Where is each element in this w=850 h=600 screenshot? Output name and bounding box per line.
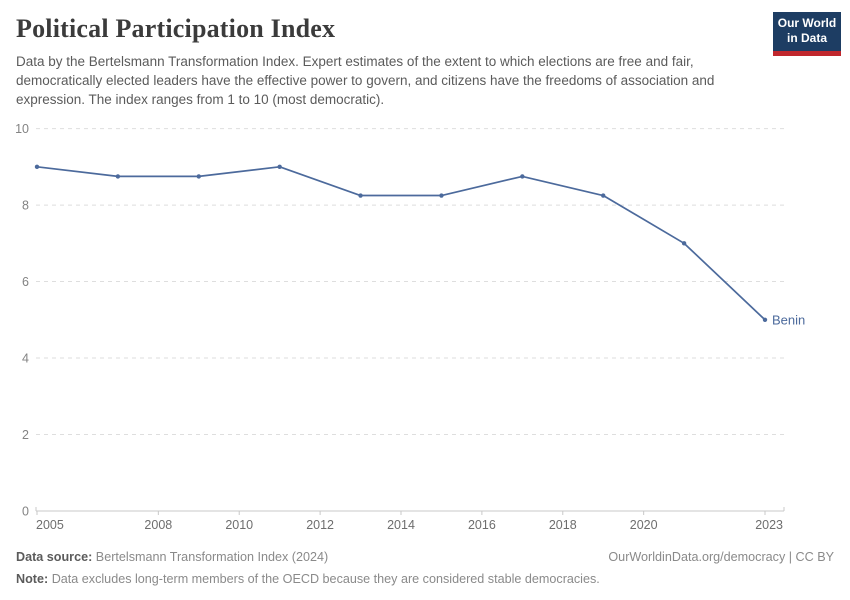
x-axis-tick-label: 2014 xyxy=(387,518,415,532)
data-point-marker xyxy=(196,174,201,179)
y-axis-tick-label: 10 xyxy=(15,122,29,136)
data-point-marker xyxy=(277,164,282,170)
chart-subtitle: Data by the Bertelsmann Transformation I… xyxy=(16,54,715,107)
note: Note: Data excludes long-term members of… xyxy=(16,572,600,586)
x-axis-tick-label: 2008 xyxy=(144,518,172,532)
data-point-marker xyxy=(762,317,768,322)
data-source-value: Bertelsmann Transformation Index (2024) xyxy=(95,550,329,564)
data-point-marker xyxy=(601,193,606,198)
data-point-marker xyxy=(681,241,687,246)
x-axis-tick-label: 2012 xyxy=(306,518,334,532)
series-line[interactable] xyxy=(36,165,766,321)
note-label: Note: xyxy=(16,572,49,586)
y-axis-tick-label: 6 xyxy=(22,275,29,289)
chart-footer: Data source: Bertelsmann Transformation … xyxy=(16,546,834,590)
data-source: Data source: Bertelsmann Transformation … xyxy=(16,546,328,568)
note-value: Data excludes long-term members of the O… xyxy=(51,572,600,586)
entity-label[interactable]: Benin xyxy=(772,312,805,327)
data-point-marker xyxy=(34,164,40,170)
y-axis-tick-label: 4 xyxy=(22,351,29,365)
x-axis-tick-label: 2010 xyxy=(225,518,253,532)
x-axis-tick-label: 2023 xyxy=(755,518,783,532)
x-axis-tick-label: 2016 xyxy=(468,518,496,532)
x-axis-tick-label: 2018 xyxy=(549,518,577,532)
x-axis-tick-label: 2005 xyxy=(36,518,64,532)
owid-logo[interactable]: Our World in Data xyxy=(773,12,841,56)
data-point-marker xyxy=(358,193,363,198)
y-axis-tick-label: 2 xyxy=(22,428,29,442)
line-chart[interactable]: 0 2 4 6 8 10 2005 2008 2010 2012 2014 2016 2018 2020 2… xyxy=(0,118,850,540)
page-title: Political Participation Index xyxy=(16,14,336,43)
y-axis-tick-label: 0 xyxy=(22,504,29,518)
owid-logo-line1: Our World xyxy=(777,16,837,30)
x-axis-tick-label: 2020 xyxy=(630,518,658,532)
data-source-label: Data source: xyxy=(16,550,93,564)
data-point-marker xyxy=(115,174,121,179)
data-point-marker xyxy=(439,193,444,198)
credit-link[interactable]: OurWorldinData.org/democracy | CC BY xyxy=(608,550,834,564)
y-axis-tick-label: 8 xyxy=(22,198,29,212)
data-point-marker xyxy=(520,174,525,179)
owid-logo-line2: in Data xyxy=(786,31,827,45)
